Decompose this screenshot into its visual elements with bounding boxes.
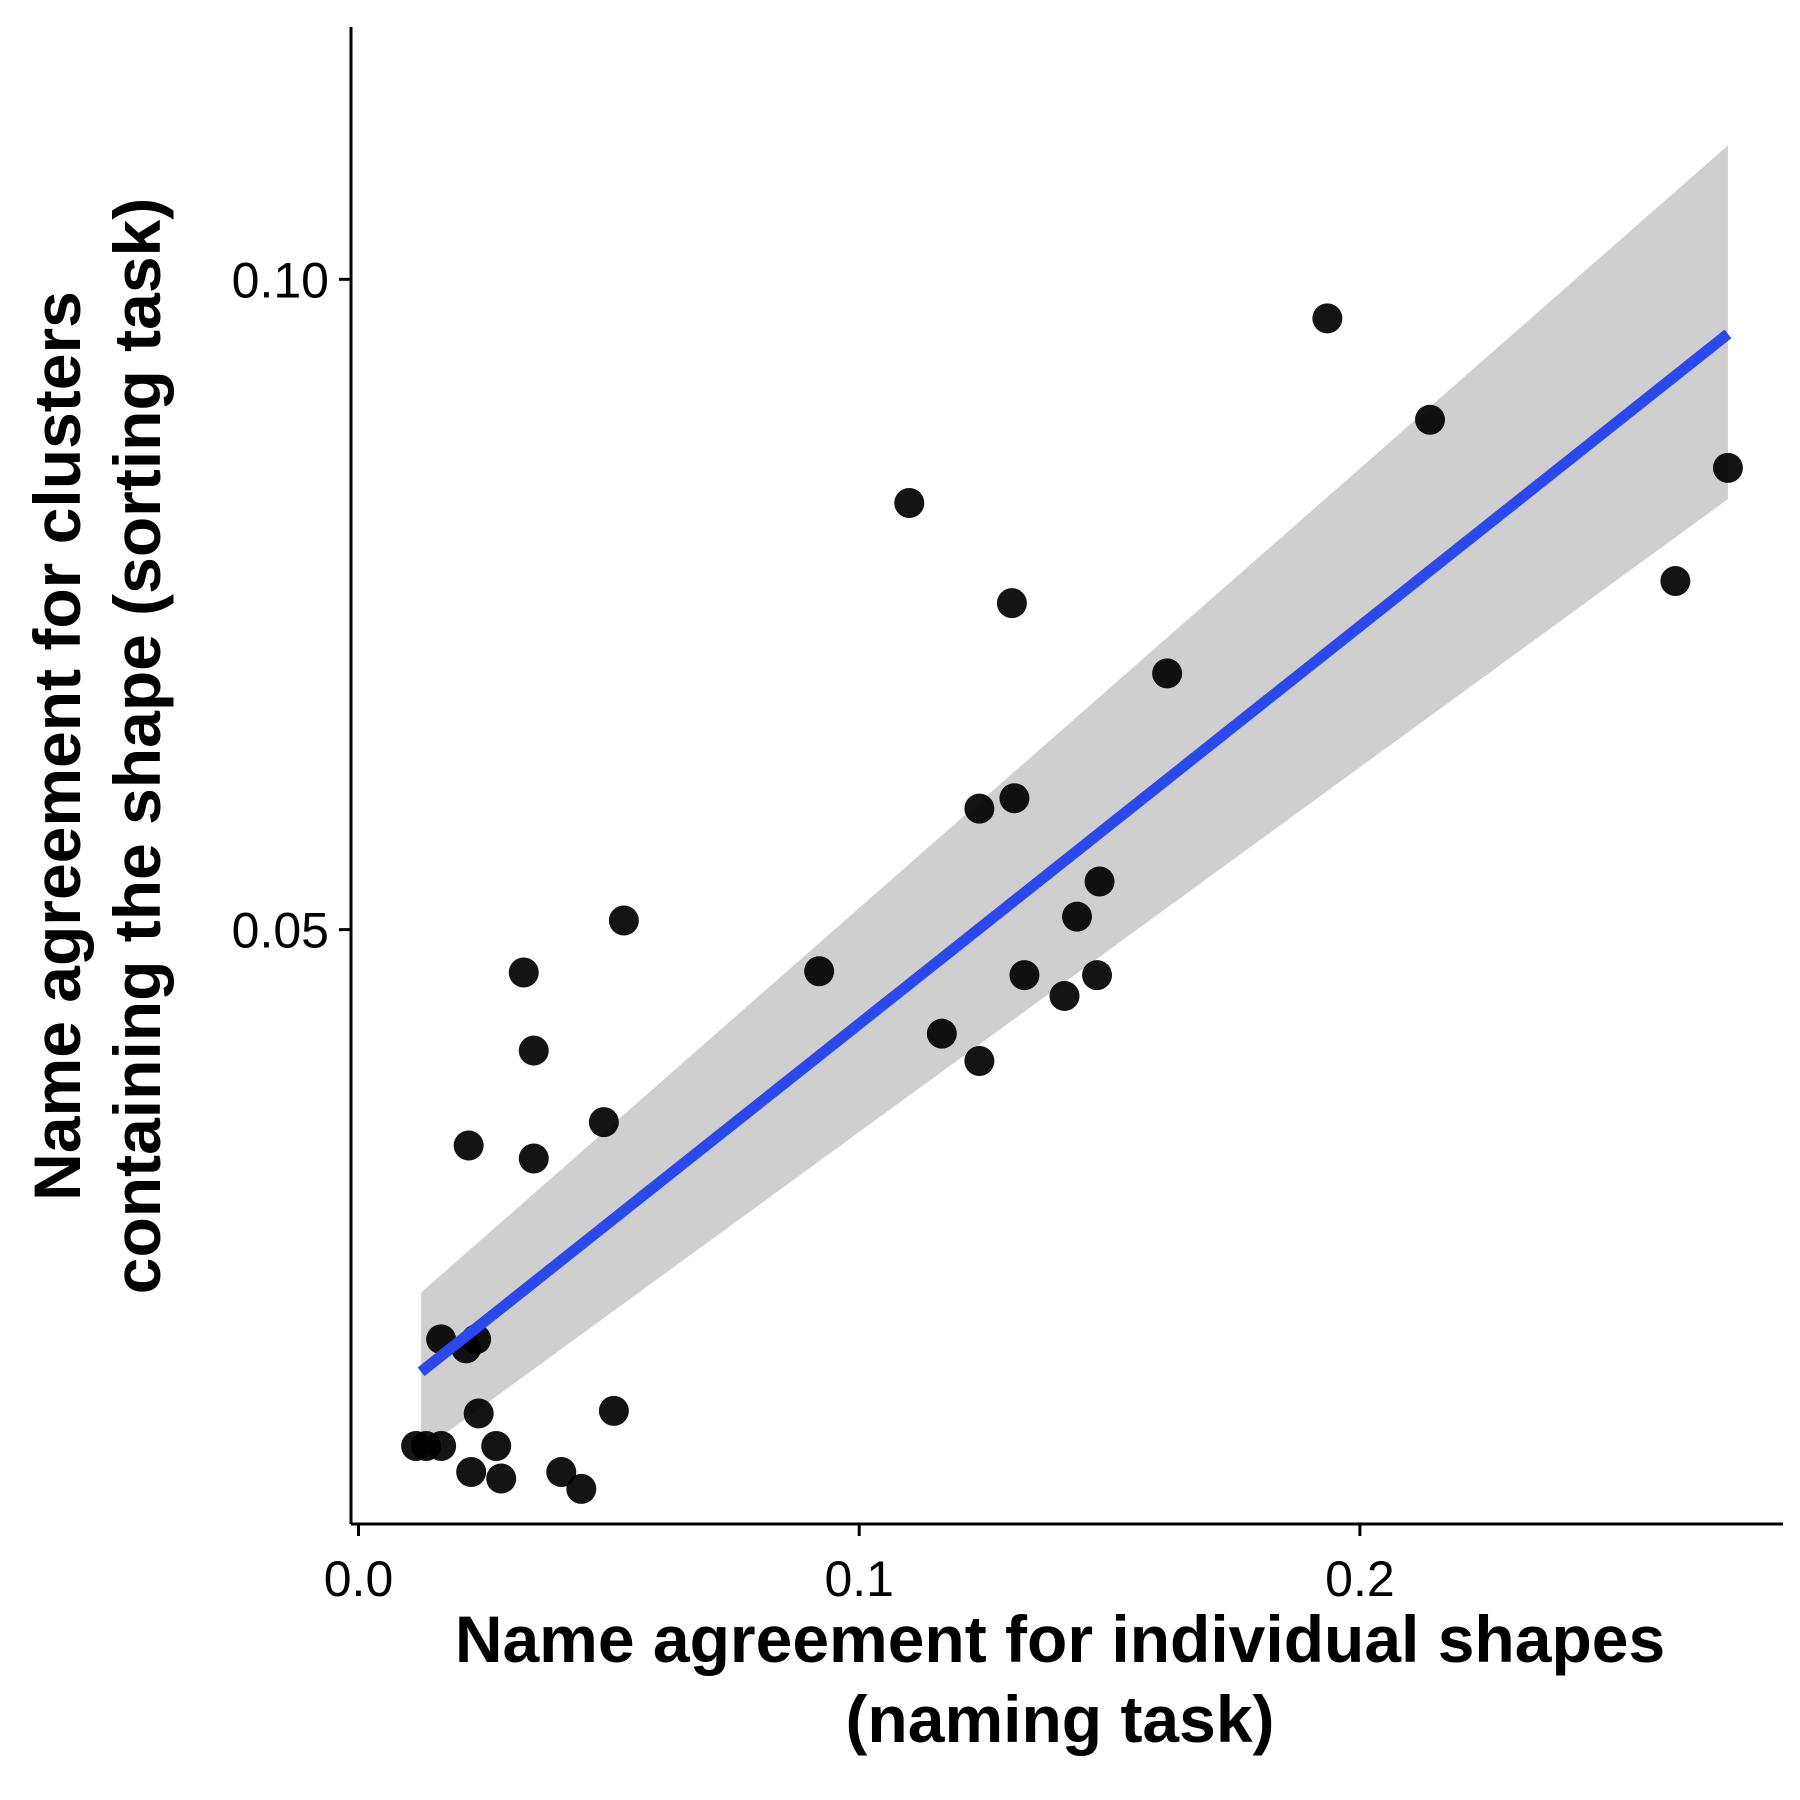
data-point	[598, 1395, 629, 1426]
confidence-band	[421, 145, 1728, 1452]
data-point	[518, 1035, 549, 1066]
data-point	[1712, 452, 1743, 483]
data-point	[463, 1398, 494, 1429]
x-tick-label: 0.1	[824, 1551, 894, 1607]
regression-line	[417, 329, 1732, 1377]
data-point	[481, 1430, 512, 1461]
x-axis-title-line-2: (naming task)	[845, 1682, 1274, 1756]
data-point	[426, 1430, 457, 1461]
data-point	[518, 1143, 549, 1174]
data-point	[1009, 960, 1040, 991]
x-tick-label: 0.0	[324, 1551, 394, 1607]
data-point	[588, 1107, 619, 1138]
y-axis-title-line-2: containing the shape (sorting task)	[100, 198, 174, 1294]
y-axis-title: Name agreement for clusters containing t…	[20, 198, 174, 1294]
data-point	[566, 1473, 597, 1504]
data-point	[486, 1463, 517, 1494]
data-point	[926, 1018, 957, 1049]
data-point	[1062, 901, 1093, 932]
data-point	[804, 956, 835, 987]
data-point	[1084, 866, 1115, 897]
data-point	[608, 905, 639, 936]
data-point	[964, 793, 995, 824]
y-axis-title-line-1: Name agreement for clusters	[20, 291, 94, 1201]
data-point	[546, 1456, 577, 1487]
data-point	[456, 1456, 487, 1487]
x-tick-label: 0.2	[1325, 1551, 1395, 1607]
data-point	[964, 1045, 995, 1076]
data-point	[1415, 404, 1446, 435]
data-point	[999, 783, 1030, 814]
plot-area	[401, 145, 1743, 1504]
data-point	[453, 1130, 484, 1161]
data-point	[1082, 960, 1113, 991]
x-axis-title-line-1: Name agreement for individual shapes	[455, 1602, 1665, 1676]
data-point	[1049, 980, 1080, 1011]
data-point	[1312, 303, 1343, 334]
data-point	[996, 588, 1027, 619]
y-tick-label: 0.10	[232, 252, 329, 308]
data-point	[894, 488, 925, 519]
data-point	[1152, 658, 1183, 689]
data-point	[1660, 566, 1691, 597]
x-axis-ticks: 0.0 0.1 0.2	[324, 1524, 1395, 1607]
data-point	[508, 957, 539, 988]
y-axis-ticks: 0.05 0.10	[232, 252, 351, 959]
x-axis-title: Name agreement for individual shapes (na…	[455, 1602, 1665, 1756]
y-tick-label: 0.05	[232, 903, 329, 959]
